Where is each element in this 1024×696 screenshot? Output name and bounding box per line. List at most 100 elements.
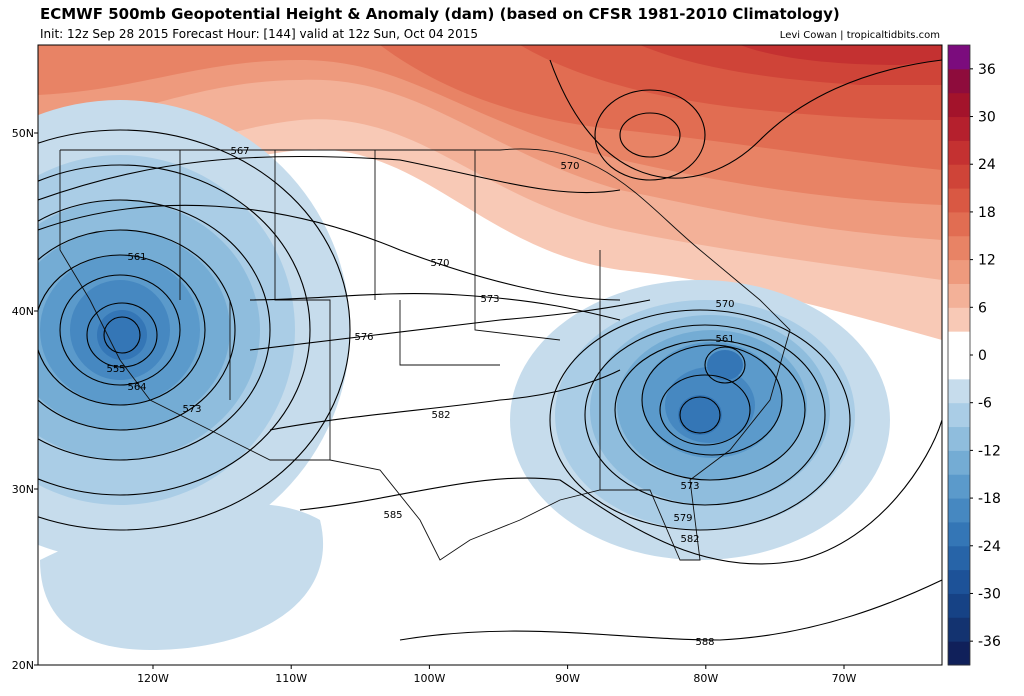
colorbar-segment — [948, 498, 970, 523]
colorbar-label: 0 — [978, 348, 987, 364]
height-contour — [641, 344, 783, 456]
height-contour — [38, 164, 311, 496]
colorbar-label: 12 — [978, 253, 996, 269]
colorbar-label: -30 — [978, 586, 1001, 602]
colorbar-label: 24 — [978, 157, 996, 173]
height-contour — [38, 129, 351, 531]
contour-label: 588 — [695, 637, 714, 648]
contour-label: 579 — [673, 513, 692, 524]
colorbar-label: -12 — [978, 443, 1001, 459]
contour-label: 555 — [106, 364, 125, 375]
colorbar-segment — [948, 259, 970, 284]
contour-label: 576 — [354, 332, 373, 343]
boundary — [179, 150, 601, 490]
contour-label: 564 — [127, 382, 146, 393]
height-contour — [59, 274, 181, 386]
colorbar-label: 18 — [978, 205, 996, 221]
lon-label: 70W — [832, 672, 857, 685]
height-contour — [679, 396, 721, 434]
lon-label: 100W — [413, 672, 445, 685]
contour-label: 561 — [715, 334, 734, 345]
colorbar-label: 30 — [978, 110, 996, 126]
colorbar-segment — [948, 474, 970, 499]
colorbar-segment — [948, 92, 970, 118]
lon-label: 90W — [555, 672, 580, 685]
lat-label: 30N — [12, 483, 34, 496]
height-contour — [659, 374, 751, 446]
height-contour — [399, 579, 942, 641]
height-contour — [38, 254, 206, 406]
colorbar-segment — [948, 569, 970, 594]
colorbar-segment — [948, 426, 970, 451]
height-contour — [249, 293, 621, 321]
height-contour — [549, 309, 851, 531]
colorbar-segment — [948, 116, 970, 141]
height-contour — [86, 302, 158, 368]
map-frame — [37, 44, 943, 666]
height-contour — [704, 346, 746, 384]
contour-label: 573 — [182, 404, 201, 415]
contour-label: 567 — [230, 146, 249, 157]
colorbar-segment — [948, 545, 970, 571]
contour-label: 585 — [383, 510, 402, 521]
anomaly-cool — [40, 503, 324, 650]
colorbar-label: -24 — [978, 539, 1001, 555]
height-contour — [584, 324, 826, 506]
colorbar-segment — [948, 188, 970, 213]
colorbar-label: -36 — [978, 634, 1001, 650]
colorbar-label: -18 — [978, 491, 1001, 507]
contour-label: 582 — [680, 534, 699, 545]
height-contour — [619, 112, 681, 158]
lon-label: 110W — [275, 672, 307, 685]
height-contour — [38, 204, 621, 301]
height-contour — [269, 369, 621, 431]
colorbar-segment — [948, 235, 970, 261]
height-contour — [103, 316, 141, 354]
height-contour — [38, 229, 236, 431]
contour-label: 573 — [680, 481, 699, 492]
colorbar-label: -6 — [978, 396, 992, 412]
height-contour — [594, 89, 706, 181]
colorbar-segment — [948, 402, 970, 428]
title: ECMWF 500mb Geopotential Height & Anomal… — [40, 5, 840, 23]
colorbar-segment — [948, 378, 970, 404]
colorbar-segment — [948, 641, 970, 666]
lat-label: 40N — [12, 305, 34, 318]
height-contour — [249, 299, 651, 351]
colorbar-segment — [948, 211, 970, 237]
colorbar-segment — [948, 593, 970, 618]
colorbar-segment — [948, 45, 970, 70]
colorbar-segment — [948, 617, 970, 642]
colorbar-label: 36 — [978, 62, 996, 78]
colorbar-segment — [948, 450, 970, 475]
height-contour — [299, 419, 942, 565]
lat-label: 50N — [12, 127, 34, 140]
colorbar-segment — [948, 68, 970, 94]
colorbar-segment — [948, 521, 970, 547]
colorbar-segment — [948, 355, 970, 380]
colorbar-segment — [948, 140, 970, 165]
colorbar-segment — [948, 307, 970, 332]
colorbar-segment — [948, 331, 970, 356]
contour-label: 582 — [431, 410, 450, 421]
anomaly-cool — [678, 395, 722, 435]
contour-label: 570 — [430, 258, 449, 269]
colorbar-segment — [948, 283, 970, 308]
height-contour — [38, 199, 271, 461]
anomaly-cool — [707, 350, 743, 380]
contour-label: 561 — [127, 252, 146, 263]
contour-label: 570 — [560, 161, 579, 172]
lat-label: 20N — [12, 659, 34, 672]
height-contour — [549, 59, 942, 179]
colorbar-segment — [948, 164, 970, 189]
height-contour — [614, 339, 806, 481]
lon-label: 80W — [693, 672, 718, 685]
contour-label: 573 — [480, 294, 499, 305]
subtitle: Init: 12z Sep 28 2015 Forecast Hour: [14… — [40, 27, 478, 41]
credit: Levi Cowan | tropicaltidbits.com — [780, 30, 940, 41]
anomaly-warm — [740, 45, 942, 65]
colorbar-label: 6 — [978, 300, 987, 316]
lon-label: 120W — [137, 672, 169, 685]
